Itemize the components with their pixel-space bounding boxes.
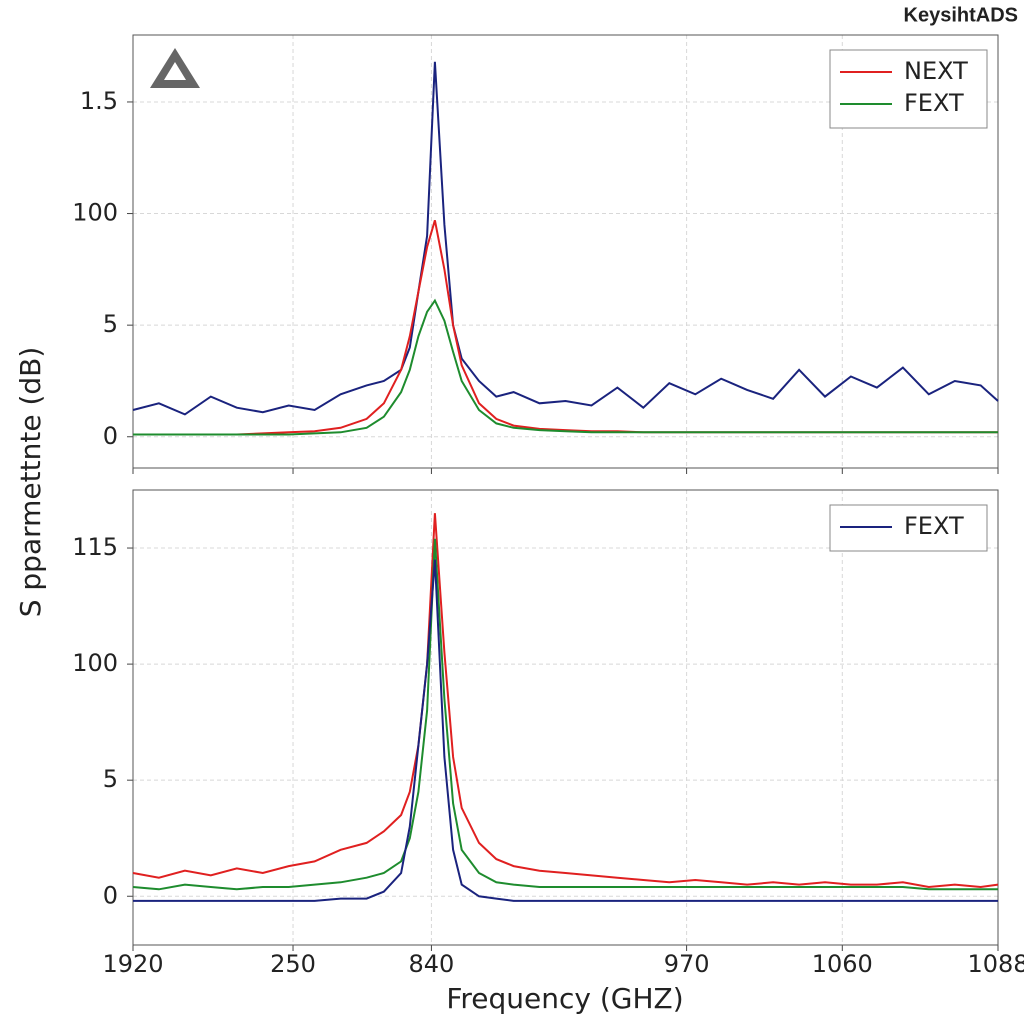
y-tick-label: 5 <box>103 765 118 793</box>
plot-frame <box>132 489 999 946</box>
line-series <box>132 513 999 889</box>
logo <box>150 48 200 88</box>
plot-frame <box>132 34 999 469</box>
y-tick-label: 0 <box>103 422 118 450</box>
x-tick-label: 1060 <box>812 950 873 978</box>
y-tick-label: 100 <box>72 199 118 227</box>
y-tick-label: 5 <box>103 310 118 338</box>
line-series <box>132 61 999 416</box>
legend-box <box>829 49 988 129</box>
line-series <box>133 559 998 902</box>
legend-label: NEXT <box>904 57 968 85</box>
y-tick-label: 115 <box>72 533 118 561</box>
x-tick-label: 1920 <box>102 950 163 978</box>
legend-label: FEXT <box>904 89 964 117</box>
x-axis-label: Frequency (GHZ) <box>446 982 683 1015</box>
x-tick-label: 1088 <box>967 950 1024 978</box>
line-series <box>132 538 998 891</box>
line-series <box>133 298 998 436</box>
x-tick-label: 250 <box>270 950 316 978</box>
y-tick-label: 1.5 <box>80 87 118 115</box>
legend-label: FEXT <box>904 512 964 540</box>
y-axis-label: S pparmettnte (dB) <box>14 347 47 618</box>
y-tick-label: 0 <box>103 881 118 909</box>
x-tick-label: 840 <box>409 950 455 978</box>
x-tick-label: 970 <box>664 950 710 978</box>
y-tick-label: 100 <box>72 649 118 677</box>
chart-title: KeysihtADS <box>904 4 1018 26</box>
